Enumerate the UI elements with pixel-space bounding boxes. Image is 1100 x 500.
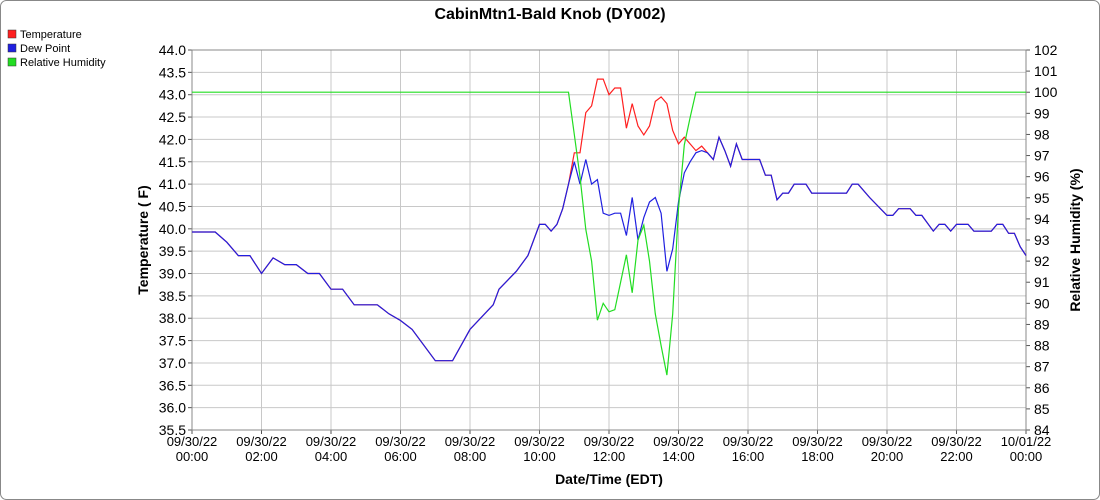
y-tick-label: 37.0	[159, 355, 186, 371]
x-tick-label: 09/30/22 10:00	[514, 434, 565, 464]
legend-label: Dew Point	[20, 43, 70, 55]
y-tick-label: 42.5	[159, 109, 186, 125]
x-tick-label: 09/30/22 16:00	[723, 434, 774, 464]
chart-title: CabinMtn1-Bald Knob (DY002)	[434, 6, 665, 23]
y2-tick-label: 86	[1034, 380, 1050, 396]
legend-swatch	[7, 43, 17, 53]
series-line	[192, 91, 1026, 376]
y-axis-label: Temperature ( F)	[135, 185, 151, 294]
x-tick-label: 10/01/22 00:00	[1001, 434, 1052, 464]
y2-tick-label: 92	[1034, 253, 1050, 269]
x-tick-label: 09/30/22 12:00	[584, 434, 635, 464]
legend-label: Temperature	[20, 29, 82, 41]
y-tick-label: 39.5	[159, 243, 186, 259]
y2-tick-label: 93	[1034, 232, 1050, 248]
series-line	[192, 135, 1027, 362]
y2-tick-label: 89	[1034, 316, 1050, 332]
y-tick-label: 40.5	[159, 198, 186, 214]
y2-tick-label: 95	[1034, 190, 1050, 206]
y2-tick-label: 96	[1034, 169, 1050, 185]
y-tick-label: 38.5	[159, 288, 186, 304]
x-tick-label: 09/30/22 08:00	[445, 434, 496, 464]
y2-tick-label: 94	[1034, 211, 1050, 227]
y-tick-label: 39.0	[159, 266, 186, 282]
x-axis-label: Date/Time (EDT)	[555, 471, 663, 487]
y2-tick-label: 91	[1034, 274, 1050, 290]
y2-tick-label: 101	[1034, 63, 1058, 79]
y-tick-label: 36.0	[159, 400, 186, 416]
y-tick-label: 35.5	[159, 422, 186, 438]
y-tick-label: 44.0	[159, 42, 186, 58]
y2-tick-label: 87	[1034, 359, 1050, 375]
x-tick-label: 09/30/22 02:00	[236, 434, 287, 464]
y-tick-label: 41.5	[159, 154, 186, 170]
legend-swatch	[7, 57, 17, 67]
y2-tick-label: 88	[1034, 338, 1050, 354]
plot-border	[191, 49, 1027, 431]
y-tick-label: 36.5	[159, 377, 186, 393]
y2-tick-label: 98	[1034, 126, 1050, 142]
y2-axis-label: Relative Humidity (%)	[1067, 168, 1083, 311]
y-tick-label: 40.0	[159, 221, 186, 237]
legend-swatch	[7, 29, 17, 39]
y2-tick-label: 84	[1034, 422, 1050, 438]
x-tick-label: 09/30/22 14:00	[653, 434, 704, 464]
y2-tick-label: 97	[1034, 148, 1050, 164]
x-tick-label: 09/30/22 04:00	[306, 434, 357, 464]
x-tick-label: 09/30/22 06:00	[375, 434, 426, 464]
x-tick-label: 09/30/22 18:00	[792, 434, 843, 464]
y2-tick-label: 99	[1034, 105, 1050, 121]
y-tick-label: 43.5	[159, 64, 186, 80]
legend-label: Relative Humidity	[20, 57, 106, 69]
y-tick-label: 38.0	[159, 310, 186, 326]
y-tick-label: 41.0	[159, 176, 186, 192]
y-tick-label: 43.0	[159, 87, 186, 103]
x-tick-label: 09/30/22 22:00	[931, 434, 982, 464]
y2-tick-label: 102	[1034, 42, 1058, 58]
y2-tick-label: 100	[1034, 84, 1058, 100]
y2-tick-label: 85	[1034, 401, 1050, 417]
y2-tick-label: 90	[1034, 295, 1050, 311]
x-tick-label: 09/30/22 00:00	[167, 434, 218, 464]
x-tick-label: 09/30/22 20:00	[862, 434, 913, 464]
y-tick-label: 42.0	[159, 131, 186, 147]
y-tick-label: 37.5	[159, 333, 186, 349]
